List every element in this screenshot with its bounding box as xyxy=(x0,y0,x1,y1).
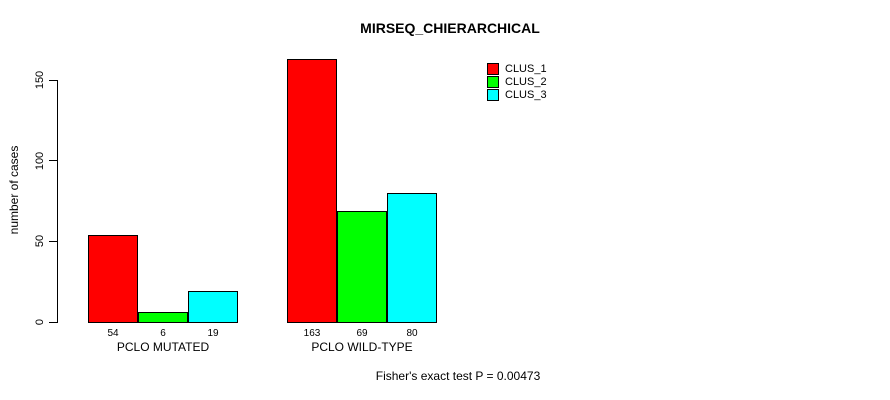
bar-clus_2-pclo-mutated xyxy=(138,312,188,323)
bar-clus_3-pclo-mutated xyxy=(188,291,238,323)
bar-clus_1-pclo-wild-type xyxy=(287,59,337,323)
legend-swatch-clus-2 xyxy=(487,75,499,88)
bar-value-label: 163 xyxy=(303,328,321,339)
legend-item: CLUS_1 xyxy=(487,62,547,75)
y-axis-label: number of cases xyxy=(7,145,21,235)
y-axis-tick-label: 150 xyxy=(34,70,46,90)
y-axis-tick xyxy=(49,321,57,323)
bar-value-label: 69 xyxy=(356,328,368,339)
legend-label: CLUS_2 xyxy=(505,75,547,88)
legend-label: CLUS_3 xyxy=(505,88,547,101)
category-label-pclo-wild-type: PCLO WILD-TYPE xyxy=(311,340,413,354)
bar-value-label: 19 xyxy=(207,328,219,339)
legend-item: CLUS_2 xyxy=(487,75,547,88)
legend-swatch-clus-1 xyxy=(487,62,499,75)
y-axis-tick xyxy=(49,79,57,81)
legend-swatch-clus-3 xyxy=(487,88,499,101)
y-axis-line xyxy=(57,80,58,323)
legend-label: CLUS_1 xyxy=(505,62,547,75)
category-label-pclo-mutated: PCLO MUTATED xyxy=(116,340,210,354)
bar-value-label: 6 xyxy=(160,328,166,339)
y-axis-tick-label: 50 xyxy=(34,235,46,248)
legend-item: CLUS_3 xyxy=(487,88,547,101)
y-axis-tick xyxy=(49,240,57,242)
y-axis-tick-label: 0 xyxy=(34,318,46,326)
bar-value-label: 80 xyxy=(406,328,418,339)
bar-clus_2-pclo-wild-type xyxy=(337,211,387,323)
annotation-fishers-test: Fisher's exact test P = 0.00473 xyxy=(375,369,541,383)
legend: CLUS_1 CLUS_2 CLUS_3 xyxy=(487,62,547,101)
chart-title: MIRSEQ_CHIERARCHICAL xyxy=(360,20,540,36)
y-axis-tick-label: 100 xyxy=(34,151,46,170)
bar-value-label: 54 xyxy=(107,328,119,339)
bar-clus_3-pclo-wild-type xyxy=(387,193,437,323)
bar-clus_1-pclo-mutated xyxy=(88,235,138,323)
y-axis-tick xyxy=(49,160,57,162)
